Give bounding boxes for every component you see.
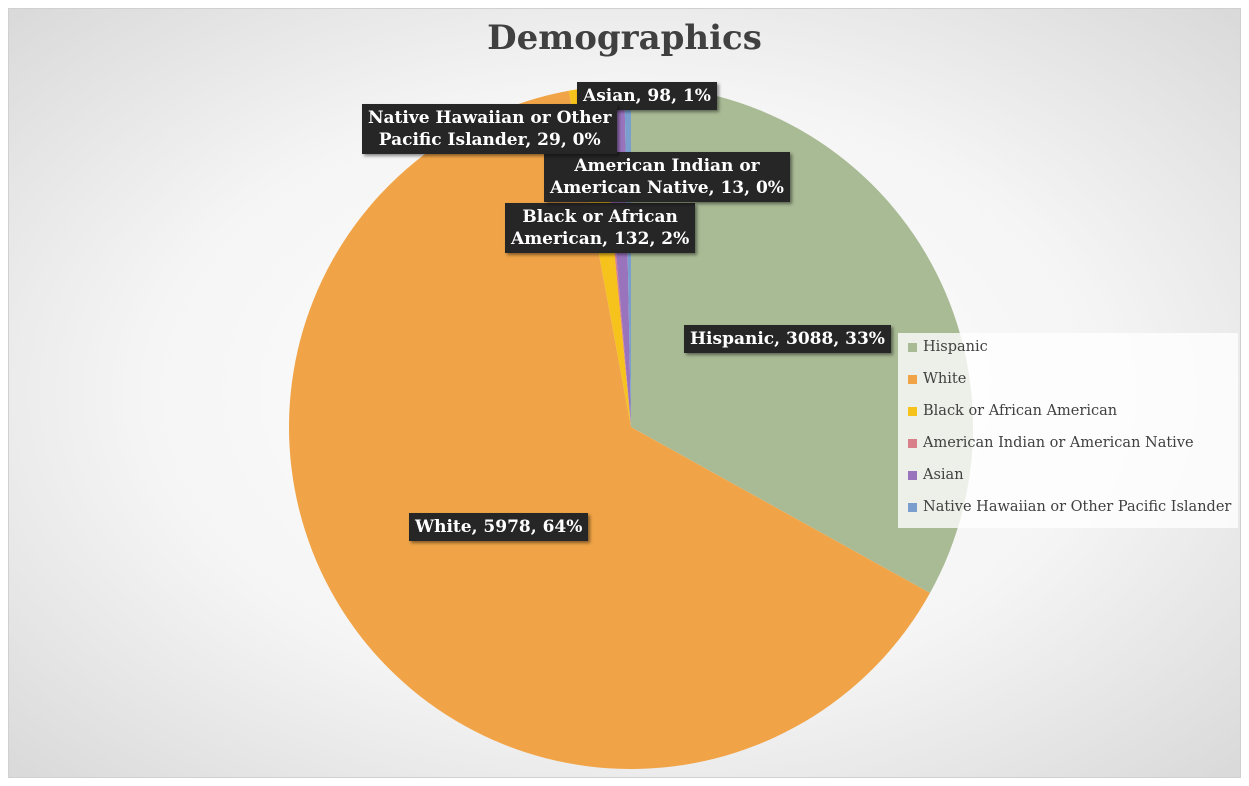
data-label-american-indian-line1: American Indian or: [574, 156, 760, 176]
chart-title: Demographics: [487, 18, 762, 58]
data-label-native-hawaiian-line1: Native Hawaiian or Other: [368, 108, 612, 128]
data-label-black-or-african-american: Black or African American, 132, 2%: [505, 203, 696, 253]
legend-label-native-hawaiian: Native Hawaiian or Other Pacific Islande…: [923, 499, 1232, 515]
legend-item-american-indian: American Indian or American Native: [908, 435, 1194, 451]
legend-label-hispanic: Hispanic: [923, 339, 988, 355]
legend-label-american-indian: American Indian or American Native: [923, 435, 1194, 451]
legend: Hispanic White Black or African American…: [898, 333, 1238, 528]
legend-item-asian: Asian: [908, 467, 964, 483]
legend-item-hispanic: Hispanic: [908, 339, 988, 355]
data-label-white: White, 5978, 64%: [409, 513, 589, 541]
legend-swatch-white: [908, 374, 917, 384]
pie-slice-white: [289, 90, 930, 770]
data-label-american-indian-line2: American Native, 13, 0%: [550, 178, 784, 198]
legend-swatch-black-or-african-american: [908, 406, 917, 416]
data-label-hispanic: Hispanic, 3088, 33%: [684, 325, 891, 353]
legend-swatch-hispanic: [908, 342, 917, 352]
data-label-black-line1: Black or African: [522, 207, 678, 227]
legend-swatch-asian: [908, 470, 917, 480]
legend-item-black-or-african-american: Black or African American: [908, 403, 1117, 419]
legend-item-native-hawaiian: Native Hawaiian or Other Pacific Islande…: [908, 499, 1231, 515]
data-label-american-indian: American Indian or American Native, 13, …: [544, 152, 790, 202]
legend-item-white: White: [908, 371, 966, 387]
legend-swatch-native-hawaiian: [908, 502, 917, 512]
legend-label-asian: Asian: [923, 467, 964, 483]
data-label-native-hawaiian-line2: Pacific Islander, 29, 0%: [378, 130, 601, 150]
data-label-native-hawaiian: Native Hawaiian or Other Pacific Islande…: [362, 104, 618, 154]
data-label-black-line2: American, 132, 2%: [511, 229, 690, 249]
data-label-asian: Asian, 98, 1%: [577, 82, 717, 110]
legend-swatch-american-indian: [908, 438, 917, 448]
legend-label-black-or-african-american: Black or African American: [923, 403, 1118, 419]
legend-label-white: White: [923, 371, 967, 387]
